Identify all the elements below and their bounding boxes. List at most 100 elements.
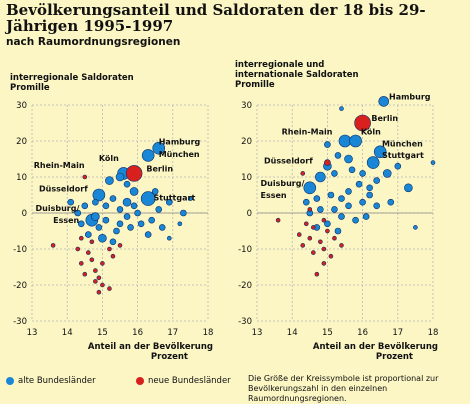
data-point-west (152, 141, 166, 155)
region-label: Hamburg (389, 93, 431, 102)
chart-subtitle: nach Raumordnungsregionen (6, 36, 181, 48)
region-label: Stuttgart (153, 193, 195, 202)
data-point-west (113, 227, 120, 235)
region-label: Essen (53, 216, 79, 225)
data-point-east (50, 243, 56, 248)
data-point-east (107, 246, 112, 252)
data-point-west (74, 209, 82, 217)
data-point-west (382, 169, 392, 178)
y-tick-label: 20 (16, 137, 27, 147)
data-point-west (115, 172, 125, 182)
y-tick-label: 10 (241, 173, 252, 183)
region-label: Hamburg (159, 138, 201, 147)
data-point-west (105, 176, 114, 185)
y-tick-label: 20 (241, 137, 252, 147)
y-tick-label: -10 (238, 245, 252, 255)
data-point-west (92, 188, 106, 202)
y-tick-label: -30 (13, 317, 27, 327)
data-point-west (166, 235, 172, 241)
data-point-west (123, 180, 131, 188)
data-point-west (338, 213, 345, 220)
panel-title-line: internationale Saldoraten (235, 70, 359, 80)
data-point-east (332, 235, 337, 241)
data-point-west (102, 216, 110, 224)
x-axis-unit: Prozent (151, 352, 188, 362)
data-point-east (75, 246, 81, 252)
data-point-east (321, 246, 327, 252)
data-point-east (321, 217, 327, 223)
data-point-east (89, 239, 95, 245)
region-label: Düsseldorf (39, 184, 88, 193)
data-point-east (303, 221, 309, 227)
x-tick-label: 14 (287, 328, 298, 338)
region-label: München (382, 139, 423, 148)
data-point-west (378, 96, 390, 107)
region-label: Stuttgart (382, 151, 424, 160)
region-label: Essen (261, 191, 287, 200)
data-point-west (413, 225, 418, 230)
x-axis-label: Anteil an der Bevölkerung (313, 342, 438, 352)
x-tick-label: 18 (428, 328, 439, 338)
data-point-east (321, 261, 327, 266)
data-point-west (331, 206, 338, 213)
x-tick-label: 14 (62, 328, 73, 338)
panel-title-line: Promille (10, 83, 50, 93)
data-point-east (93, 279, 98, 284)
data-point-west (338, 134, 352, 148)
size-note: Die Größe der Kreissymbole ist proportio… (248, 374, 439, 403)
data-point-west (338, 195, 345, 202)
data-point-west (92, 198, 99, 206)
data-point-west (315, 171, 326, 183)
data-point-west (373, 202, 380, 210)
y-tick-label: -30 (238, 317, 252, 327)
y-tick-label: 0 (247, 209, 252, 219)
data-point-east (324, 159, 331, 166)
data-point-east (125, 165, 143, 182)
data-point-west (123, 213, 131, 220)
x-axis-label: Anteil an der Bevölkerung (88, 342, 213, 352)
data-point-west (373, 145, 387, 159)
data-point-east (110, 253, 116, 259)
data-point-east (339, 243, 344, 248)
data-point-west (155, 206, 163, 213)
data-point-west (141, 149, 155, 162)
data-point-east (100, 282, 105, 288)
data-point-east (311, 225, 316, 230)
data-point-west (137, 220, 145, 228)
data-point-west (303, 181, 317, 195)
data-point-east (96, 275, 102, 281)
data-point-west (302, 198, 310, 206)
data-point-east (300, 243, 306, 248)
data-point-west (165, 198, 173, 206)
data-point-west (151, 188, 159, 195)
data-point-west (331, 170, 338, 177)
data-point-west (334, 227, 342, 235)
data-point-west (122, 197, 132, 207)
data-point-east (117, 243, 123, 248)
y-tick-label: -20 (238, 281, 252, 291)
data-point-west (116, 206, 124, 213)
region-label: Düsseldorf (264, 157, 313, 166)
data-point-west (324, 220, 331, 228)
data-point-west (313, 195, 321, 202)
data-point-west (158, 224, 166, 231)
data-point-west (127, 224, 134, 231)
data-point-west (148, 216, 155, 224)
data-point-west (345, 188, 352, 195)
data-point-west (394, 162, 402, 170)
data-point-west (366, 156, 380, 169)
legend-east: neue Bundesländer (136, 376, 231, 386)
data-point-east (314, 271, 320, 277)
panel-title-line: interregionale Saldoraten (10, 73, 134, 83)
data-point-east (325, 228, 330, 234)
legend-west-label: alte Bundesländer (18, 376, 96, 386)
data-point-east (93, 268, 98, 273)
data-point-east (89, 257, 95, 263)
data-point-east (311, 250, 316, 255)
data-point-east (275, 217, 281, 223)
data-point-west (180, 209, 187, 217)
y-tick-label: 30 (241, 101, 252, 111)
legend-west-swatch (6, 376, 14, 385)
